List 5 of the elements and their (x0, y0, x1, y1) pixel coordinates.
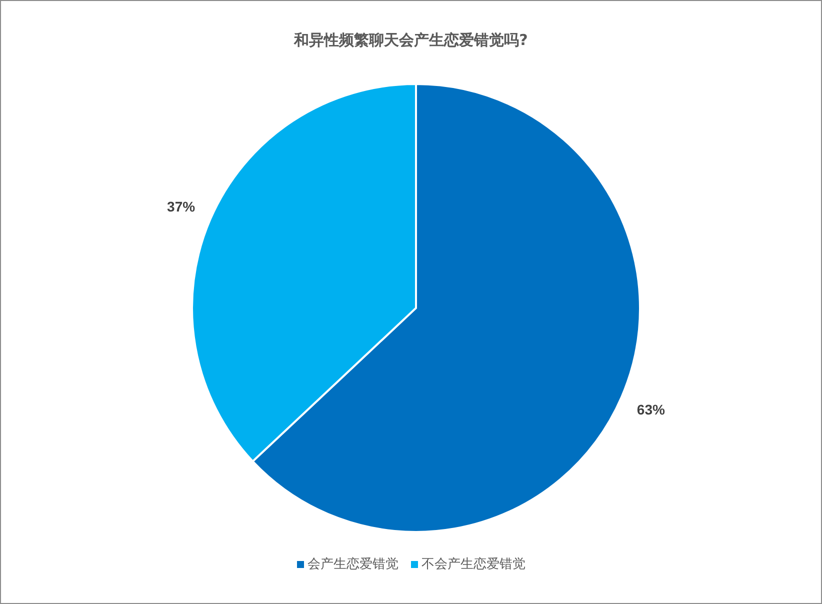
chart-title: 和异性频繁聊天会产生恋爱错觉吗? (292, 31, 529, 50)
legend-label: 不会产生恋爱错觉 (420, 556, 526, 573)
data-label: 37% (167, 198, 196, 214)
data-label: 63% (636, 402, 666, 418)
legend-label: 会产生恋爱错觉 (306, 556, 398, 573)
